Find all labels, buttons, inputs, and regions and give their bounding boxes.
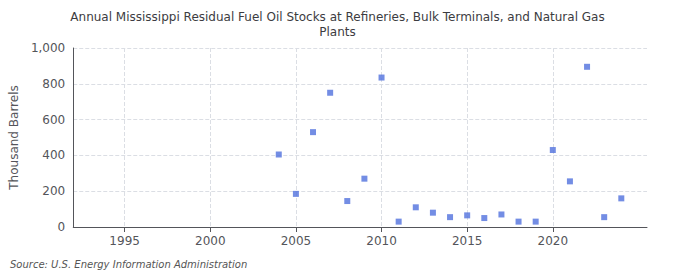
svg-text:200: 200: [42, 184, 65, 198]
svg-text:2020: 2020: [538, 234, 569, 248]
svg-text:400: 400: [42, 148, 65, 162]
svg-text:2000: 2000: [195, 234, 226, 248]
svg-text:Plants: Plants: [319, 25, 356, 39]
svg-text:2015: 2015: [452, 234, 483, 248]
svg-text:2010: 2010: [366, 234, 397, 248]
svg-text:2005: 2005: [281, 234, 312, 248]
svg-text:Annual Mississippi Residual Fu: Annual Mississippi Residual Fuel Oil Sto…: [70, 10, 604, 24]
svg-text:600: 600: [42, 113, 65, 127]
svg-text:1995: 1995: [109, 234, 140, 248]
svg-text:Thousand Barrels: Thousand Barrels: [7, 85, 21, 190]
svg-text:1,000: 1,000: [31, 41, 65, 55]
svg-text:800: 800: [42, 77, 65, 91]
svg-text:Source: U.S. Energy Informatio: Source: U.S. Energy Information Administ…: [10, 259, 247, 270]
svg-text:0: 0: [58, 220, 66, 234]
